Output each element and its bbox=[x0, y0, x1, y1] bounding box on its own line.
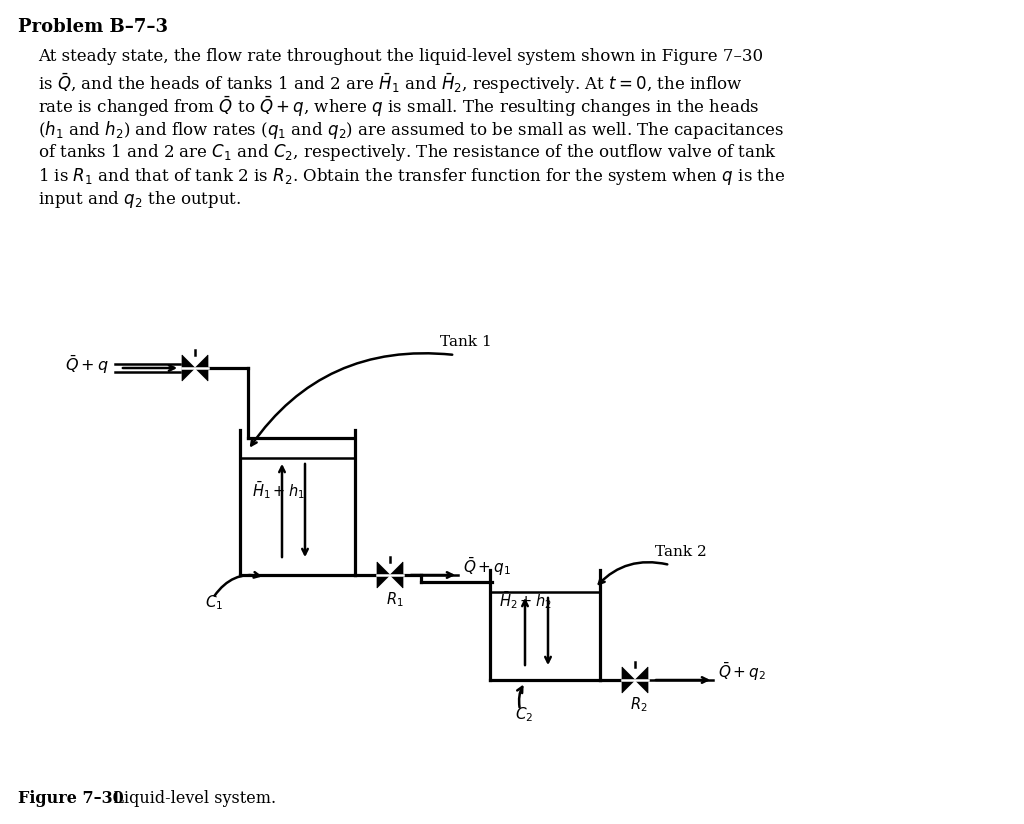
Polygon shape bbox=[377, 562, 390, 588]
Polygon shape bbox=[195, 355, 208, 381]
Text: ($h_1$ and $h_2$) and flow rates ($q_1$ and $q_2$) are assumed to be small as we: ($h_1$ and $h_2$) and flow rates ($q_1$ … bbox=[38, 119, 784, 141]
Text: Problem B–7–3: Problem B–7–3 bbox=[18, 18, 168, 36]
Text: $C_2$: $C_2$ bbox=[515, 705, 534, 723]
Polygon shape bbox=[622, 667, 635, 693]
Text: $R_1$: $R_1$ bbox=[386, 590, 403, 609]
Text: $C_1$: $C_1$ bbox=[205, 593, 223, 611]
Polygon shape bbox=[635, 667, 648, 693]
Text: Liquid-level system.: Liquid-level system. bbox=[98, 790, 276, 807]
Text: rate is changed from $\bar{Q}$ to $\bar{Q} + q$, where $q$ is small. The resulti: rate is changed from $\bar{Q}$ to $\bar{… bbox=[38, 95, 760, 119]
Text: $\bar{Q}+q_1$: $\bar{Q}+q_1$ bbox=[463, 556, 511, 578]
Text: 1 is $R_1$ and that of tank 2 is $R_2$. Obtain the transfer function for the sys: 1 is $R_1$ and that of tank 2 is $R_2$. … bbox=[38, 166, 785, 186]
Text: input and $q_2$ the output.: input and $q_2$ the output. bbox=[38, 189, 242, 210]
Text: Tank 2: Tank 2 bbox=[655, 545, 707, 559]
Text: of tanks 1 and 2 are $C_1$ and $C_2$, respectively. The resistance of the outflo: of tanks 1 and 2 are $C_1$ and $C_2$, re… bbox=[38, 142, 777, 163]
Polygon shape bbox=[182, 355, 195, 381]
Text: $\bar{H}_1+h_1$: $\bar{H}_1+h_1$ bbox=[252, 479, 305, 501]
Text: $\bar{H}_2+h_2$: $\bar{H}_2+h_2$ bbox=[499, 589, 552, 611]
Text: $\bar{Q}+q$: $\bar{Q}+q$ bbox=[65, 353, 109, 376]
Text: Tank 1: Tank 1 bbox=[440, 335, 492, 349]
Text: $\bar{Q}+q_2$: $\bar{Q}+q_2$ bbox=[718, 661, 766, 683]
Polygon shape bbox=[390, 562, 403, 588]
Text: $R_2$: $R_2$ bbox=[630, 695, 647, 714]
Text: At steady state, the flow rate throughout the liquid-level system shown in Figur: At steady state, the flow rate throughou… bbox=[38, 48, 763, 65]
Text: Figure 7–30: Figure 7–30 bbox=[18, 790, 124, 807]
Text: is $\bar{Q}$, and the heads of tanks 1 and 2 are $\bar{H}_1$ and $\bar{H}_2$, re: is $\bar{Q}$, and the heads of tanks 1 a… bbox=[38, 72, 742, 96]
